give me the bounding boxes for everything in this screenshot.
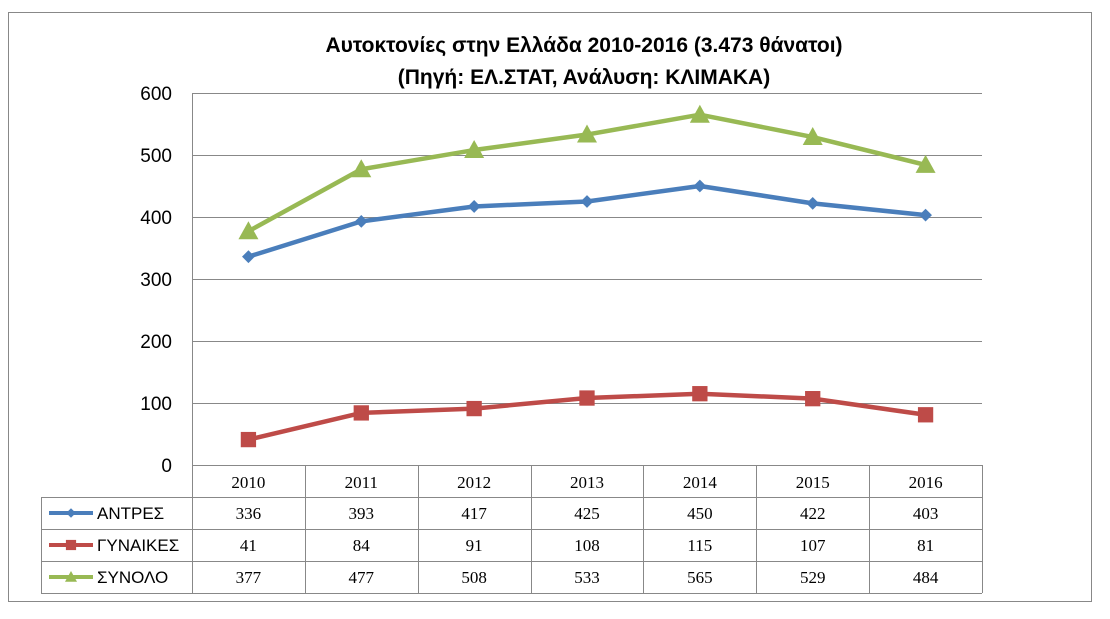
series-2-cell-2014: 115 [687,536,712,555]
series-3-legend-label: ΣΥΝΟΛΟ [97,568,168,587]
series-2-legend-label: ΓΥΝΑΙΚΕΣ [97,536,179,555]
series-2-point-2010 [240,431,257,448]
chart-subtitle: (Πηγή: ΕΛ.ΣΤΑΤ, Ανάλυση: ΚΛΙΜΑΚΑ) [398,66,770,89]
series-3-cell-2015: 529 [800,568,826,587]
series-2-cell-2013: 108 [574,536,600,555]
y-tick-label-100: 100 [140,394,172,415]
series-1-cell-2011: 393 [349,504,375,523]
x-tick-label-2015: 2015 [796,473,830,492]
y-tick-label-0: 0 [161,456,172,477]
series-1-point-2012 [467,200,481,213]
data-table: 2010 2011 2012 2013 2014 2015 2016 ΑΝΤΡΕΣ 336 393… [41,465,983,594]
series-2-point-2016 [917,407,934,423]
series-3-cell-2016: 484 [913,568,939,587]
series-3-point-2012 [464,140,485,159]
series-1-cell-2012: 417 [461,504,487,523]
series-1-point-2011 [354,214,368,228]
series-1-cell-2014: 450 [687,504,713,523]
series-3-point-2011 [351,159,372,178]
series-3-legend-marker [65,571,77,582]
y-tick-label-500: 500 [140,146,172,167]
series-2-legend-marker [65,539,77,551]
series-3-point-2010 [238,221,259,240]
series-lines [238,104,936,448]
series-2-point-2015 [805,391,821,407]
series-1-legend-label: ΑΝΤΡΕΣ [97,504,164,523]
series-1-cell-2016: 403 [913,504,939,523]
series-1-cell-2015: 422 [800,504,826,523]
series-1-point-2014 [693,179,707,193]
series-2-point-2014 [692,386,708,402]
x-tick-label-2011: 2011 [345,473,378,492]
series-2-cell-2012: 91 [466,536,483,555]
series-2-point-2013 [579,390,595,406]
series-3-cell-2014: 565 [687,568,713,587]
x-tick-label-2013: 2013 [570,473,604,492]
series-3-point-2013 [577,124,597,143]
series-3-point-2014 [689,104,710,123]
series-3-cell-2011: 477 [349,568,375,587]
series-2-point-2011 [353,405,369,421]
y-tick-label-300: 300 [140,270,172,291]
series-1-point-2010 [242,250,255,264]
series-2-point-2012 [466,400,482,417]
series-3-cell-2012: 508 [461,568,487,587]
series-3-cell-2013: 533 [574,568,600,587]
x-tick-label-2010: 2010 [231,473,265,492]
chart-frame [8,12,1092,602]
series-3-point-2016 [915,154,936,173]
series-2-cell-2015: 107 [800,536,826,555]
series-2-cell-2011: 84 [353,536,371,555]
series-1-point-2013 [580,195,594,208]
series-3-point-2015 [802,127,823,146]
y-tick-label-200: 200 [140,332,172,353]
series-1-cell-2013: 425 [574,504,600,523]
y-tick-label-400: 400 [140,208,172,229]
series-1-point-2015 [806,196,820,210]
chart-title: Αυτοκτονίες στην Ελλάδα 2010-2016 (3.473… [325,34,842,57]
series-1-cell-2010: 336 [236,504,262,523]
y-axis-tick-labels: 0 100 200 300 400 500 600 [140,84,172,477]
series-2-cell-2010: 41 [240,536,257,555]
series-1-point-2016 [919,208,932,222]
x-tick-label-2012: 2012 [457,473,491,492]
x-tick-label-2016: 2016 [909,473,943,492]
y-tick-label-600: 600 [140,84,172,105]
series-2-cell-2016: 81 [917,536,934,555]
x-tick-label-2014: 2014 [683,473,718,492]
series-1-legend-marker [66,508,76,518]
series-3-cell-2010: 377 [236,568,262,587]
